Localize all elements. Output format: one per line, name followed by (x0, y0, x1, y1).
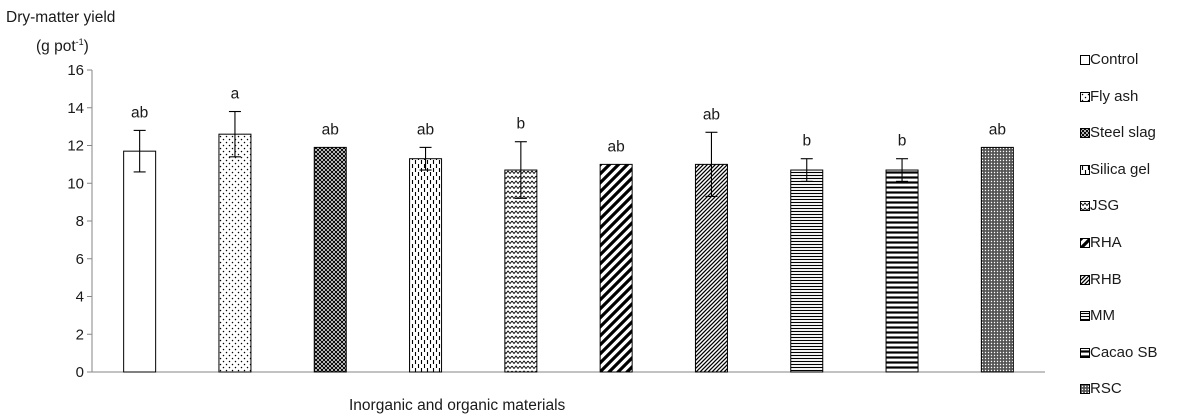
legend-swatch (1080, 201, 1090, 212)
legend-label: JSG (1090, 197, 1120, 215)
legend-swatch (1080, 274, 1090, 285)
y-axis-unit-prefix: (g pot (36, 38, 76, 55)
legend-swatch (1080, 91, 1090, 102)
significance-letter: ab (417, 121, 434, 138)
bar (123, 150, 157, 373)
legend-label: RSC (1090, 380, 1122, 398)
legend-swatch (1080, 164, 1090, 175)
y-tick-label: 4 (76, 289, 84, 306)
x-axis-label: Inorganic and organic materials (349, 397, 566, 414)
y-tick-label: 12 (67, 138, 84, 155)
significance-letter: b (802, 133, 811, 150)
bar (218, 133, 252, 373)
significance-letter: a (231, 86, 240, 103)
legend-swatch (1080, 384, 1090, 395)
significance-letter: ab (131, 104, 148, 121)
legend-swatch (1080, 128, 1090, 139)
significance-letter: ab (322, 121, 339, 138)
y-tick-label: 8 (76, 213, 84, 230)
significance-letter: b (517, 116, 526, 133)
bar (504, 169, 538, 373)
bar (694, 163, 728, 373)
y-tick-label: 6 (76, 251, 84, 268)
y-axis-label: Dry-matter yield (6, 9, 116, 26)
legend-swatch (1080, 347, 1090, 358)
legend-label: Fly ash (1090, 87, 1139, 105)
legend-label: MM (1090, 307, 1115, 325)
legend-label: RHA (1090, 234, 1122, 251)
legend-label: Control (1090, 51, 1139, 68)
bar (409, 158, 443, 373)
bar (885, 169, 919, 373)
significance-letter: ab (608, 138, 625, 155)
y-tick-label: 10 (67, 175, 84, 192)
legend-swatch (1080, 238, 1090, 248)
y-tick-label: 0 (76, 364, 84, 381)
bar (599, 163, 633, 373)
bar (790, 169, 824, 373)
y-tick-label: 14 (67, 100, 84, 117)
y-tick-label: 16 (67, 62, 84, 79)
significance-letter: b (898, 133, 907, 150)
legend-swatch (1080, 55, 1090, 65)
bar (980, 146, 1014, 373)
y-axis-unit-exponent: -1 (75, 37, 84, 47)
y-axis-unit-suffix: ) (83, 38, 89, 55)
y-axis-unit: (g pot-1) (36, 37, 89, 56)
legend-label: Steel slag (1090, 124, 1156, 142)
bar (313, 146, 347, 373)
significance-letter: ab (989, 121, 1006, 138)
legend-label: Silica gel (1090, 160, 1151, 178)
y-tick-label: 2 (76, 326, 84, 343)
significance-letter: ab (703, 106, 720, 123)
legend-label: Cacao SB (1090, 343, 1158, 361)
legend-label: RHB (1090, 270, 1122, 288)
legend-swatch (1080, 311, 1090, 322)
